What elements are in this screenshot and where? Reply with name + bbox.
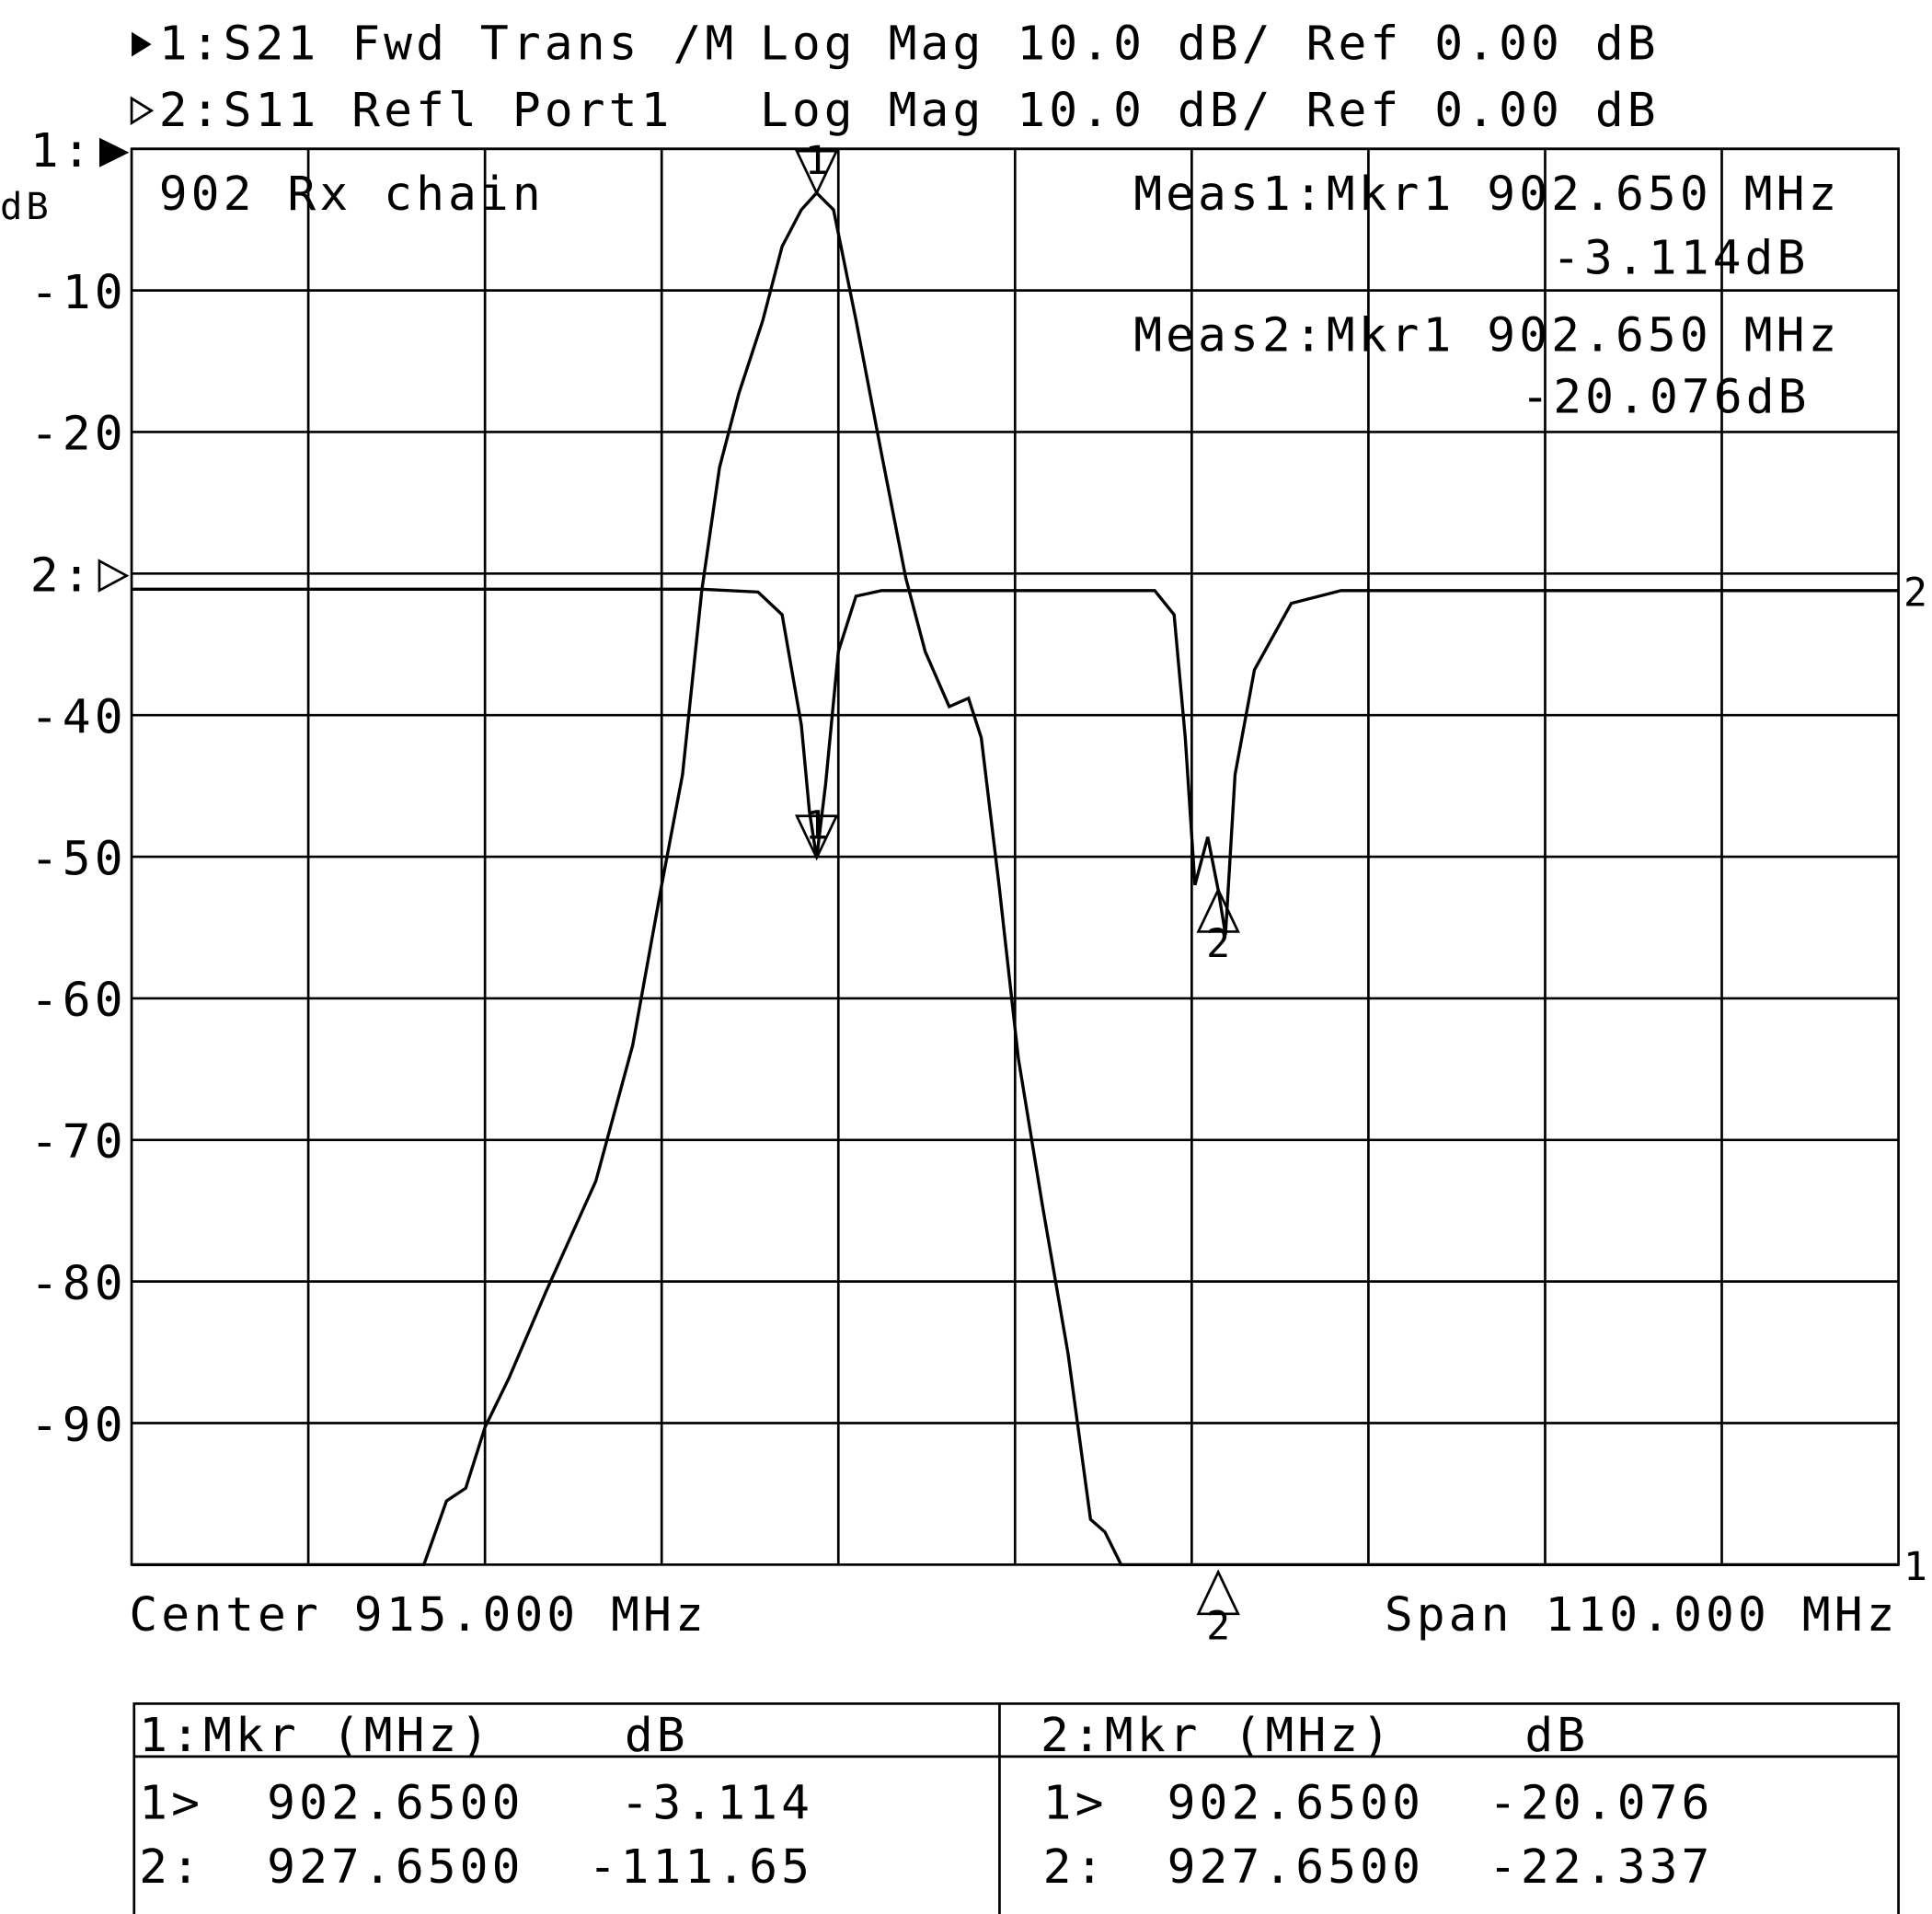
y-tick-label: -90: [30, 1399, 127, 1453]
table-header: dB: [1524, 1709, 1589, 1763]
chart-title: 902 Rx chain: [159, 167, 545, 222]
marker-label: 1: [805, 138, 829, 184]
trace: [132, 587, 1899, 935]
marker-table: [132, 1702, 1900, 1914]
trace-arrow: [130, 96, 155, 126]
trace-end-label: 1: [1903, 1544, 1927, 1590]
marker-label: 2: [1206, 1604, 1230, 1650]
annotation: Meas2:Mkr1 902.650 MHz: [1133, 309, 1840, 363]
table-frequency: 902.6500: [267, 1777, 523, 1831]
trace-settings: Log Mag 10.0 dB/ Ref 0.00 dB: [760, 17, 1660, 72]
marker-label: 1: [805, 803, 829, 849]
table-frequency: 927.6500: [1167, 1840, 1424, 1895]
marker-label: 2: [1206, 921, 1230, 967]
trace-name: 2:S11 Refl Port1: [159, 84, 673, 138]
table-row-label: 1>: [139, 1777, 203, 1831]
trace-end-label: 2: [1903, 571, 1927, 617]
table-row-label: 2:: [1043, 1840, 1108, 1895]
table-value: -20.076: [1489, 1777, 1713, 1831]
footer-right: Span 110.000 MHz: [1385, 1588, 1899, 1643]
table-frequency: 902.6500: [1167, 1777, 1424, 1831]
active-trace-arrow: [132, 31, 152, 57]
table-header: 2:Mkr (MHz): [1041, 1709, 1394, 1763]
y-tick-label: -50: [30, 833, 127, 887]
y-unit: dB: [0, 185, 52, 228]
table-header: 1:Mkr (MHz): [139, 1709, 492, 1763]
table-header: dB: [625, 1709, 689, 1763]
y-tick-label: 1:: [30, 124, 95, 179]
marker: [1196, 1569, 1240, 1616]
annotation: -20.076dB: [1521, 371, 1810, 425]
y-tick-label: -80: [30, 1257, 127, 1311]
trace-name: 1:S21 Fwd Trans /M: [159, 17, 738, 72]
table-value: -111.65: [589, 1840, 813, 1895]
y-tick-label: -60: [30, 974, 127, 1028]
y-tick-label: -40: [30, 691, 127, 745]
trace: [132, 190, 1899, 1567]
ref-arrow: [98, 137, 130, 167]
y-tick-label: 2:: [30, 549, 95, 604]
table-frequency: 927.6500: [267, 1840, 523, 1895]
table-row-label: 2:: [139, 1840, 203, 1895]
ref-arrow: [98, 559, 130, 593]
annotation: Meas1:Mkr1 902.650 MHz: [1133, 167, 1840, 222]
annotation: -3.114dB: [1552, 232, 1809, 286]
footer-left: Center 915.000 MHz: [129, 1588, 707, 1643]
table-value: -3.114: [620, 1777, 813, 1831]
y-tick-label: -10: [30, 266, 127, 320]
plot-border: [130, 147, 1900, 1566]
trace-settings: Log Mag 10.0 dB/ Ref 0.00 dB: [760, 84, 1660, 138]
marker: [794, 814, 839, 861]
marker: [794, 149, 839, 196]
table-row-label: 1>: [1043, 1777, 1108, 1831]
marker: [1196, 886, 1240, 933]
y-tick-label: -20: [30, 408, 127, 462]
table-value: -22.337: [1489, 1840, 1713, 1895]
y-tick-label: -70: [30, 1115, 127, 1170]
